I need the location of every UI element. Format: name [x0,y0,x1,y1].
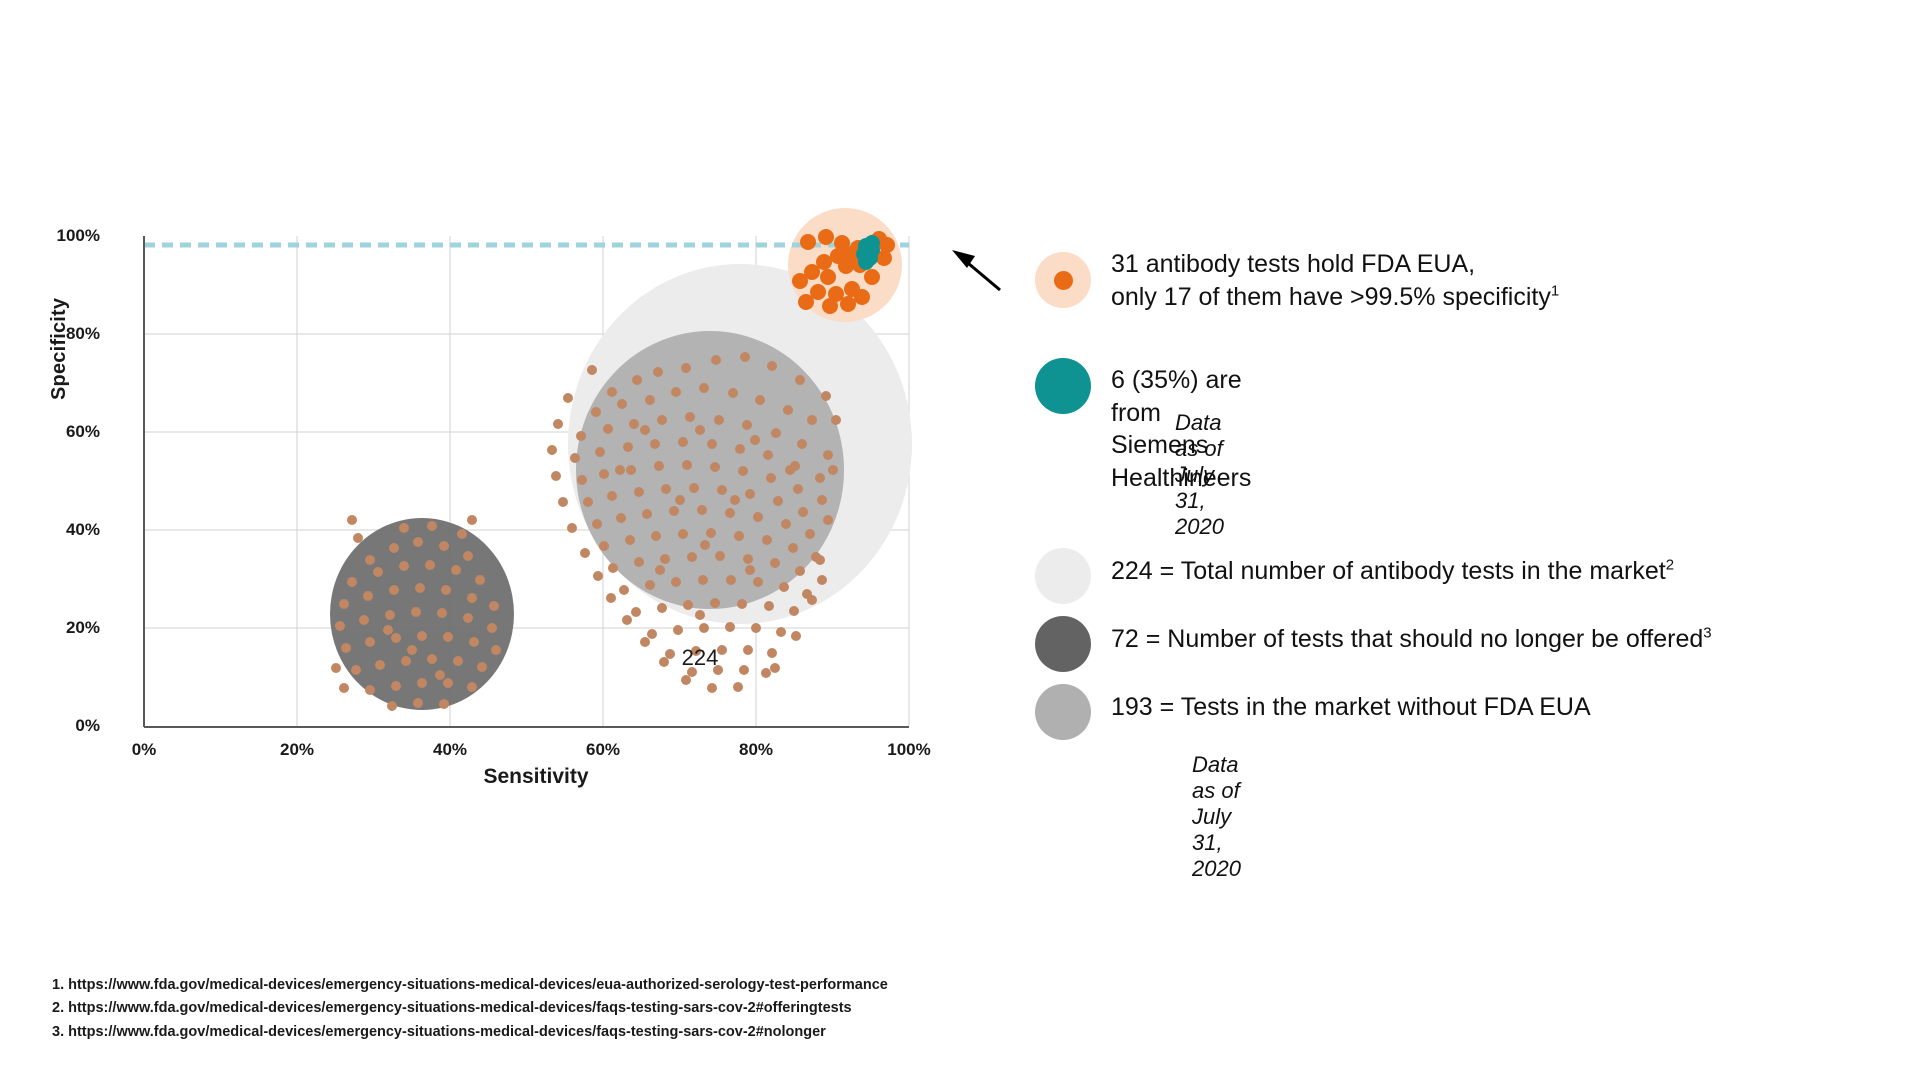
y-tick-80: 80% [65,324,100,343]
legend-label-total-224: 224 = Total number of antibody tests in … [1111,556,1675,585]
y-tick-20: 20% [65,618,100,637]
bubble-193-no-eua [576,331,844,609]
legend-label-no-longer-72: 72 = Number of tests that should no long… [1111,624,1712,653]
footnotes: 1. https://www.fda.gov/medical-devices/e… [52,974,888,1044]
dot-cloud-siemens [856,235,880,270]
footnote-1: 1. https://www.fda.gov/medical-devices/e… [52,977,888,993]
legend-label-fda-eua-line2: only 17 of them have >99.5% specificity1 [1111,282,1560,311]
legend-swatch-no-longer-icon [1035,616,1091,672]
legend-swatch-fda-eua-icon [1035,252,1091,308]
x-tick-80: 80% [738,740,774,759]
plot-area [143,208,1001,728]
footnote-2: 2. https://www.fda.gov/medical-devices/e… [52,1000,852,1017]
axis-lines [143,236,909,728]
callout-arrow [952,250,1001,292]
footnote-3: 3. https://www.fda.gov/medical-devices/e… [52,1023,826,1040]
bubble-chart: Specificity 100% 80% 60% 40% 20% 0% 0% 2… [0,0,1001,820]
x-axis-title: Sensitivity [483,765,589,788]
footnote-ref-1: 1 [1550,282,1560,300]
legend-item-siemens[interactable]: 6 (35%) are from Siemens Healthineers [1035,358,1251,494]
data-note-bottom: Data as of July 31, 2020 [1192,752,1241,881]
dot-cloud-fda-eua [792,229,895,314]
legend-label-no-eua-193: 193 = Tests in the market without FDA EU… [1111,693,1591,721]
bubble-annotation-224: 224 [681,645,719,670]
footnote-ref-2: 2 [1665,556,1675,574]
x-tick-40: 40% [432,740,468,759]
legend-item-no-eua-193[interactable]: 193 = Tests in the market without FDA EU… [1035,684,1591,740]
dot-cloud-brown [331,352,841,711]
legend-swatch-total-icon [1035,548,1091,604]
x-tick-60: 60% [585,740,621,759]
y-tick-0: 0% [75,716,100,735]
legend-label-fda-eua-line1: 31 antibody tests hold FDA EUA, [1111,250,1476,278]
data-note-top: Data as of July 31, 2020 [1175,410,1224,539]
x-tick-20: 20% [279,740,315,759]
footnote-ref-3: 3 [1703,624,1712,642]
y-tick-40: 40% [65,520,100,539]
x-tick-0: 0% [131,740,157,759]
legend-swatch-siemens-icon [1035,358,1091,414]
legend-label-siemens: 6 (35%) are from Siemens Healthineers [1111,366,1252,492]
legend-item-total-224[interactable]: 224 = Total number of antibody tests in … [1035,548,1674,604]
y-tick-100: 100% [56,226,100,245]
legend-swatch-no-eua-icon [1035,684,1091,740]
y-tick-60: 60% [65,422,100,441]
legend-item-fda-eua[interactable]: 31 antibody tests hold FDA EUA, only 17 … [1035,248,1559,313]
legend-item-no-longer-72[interactable]: 72 = Number of tests that should no long… [1035,616,1712,672]
x-tick-100: 100% [887,740,931,759]
